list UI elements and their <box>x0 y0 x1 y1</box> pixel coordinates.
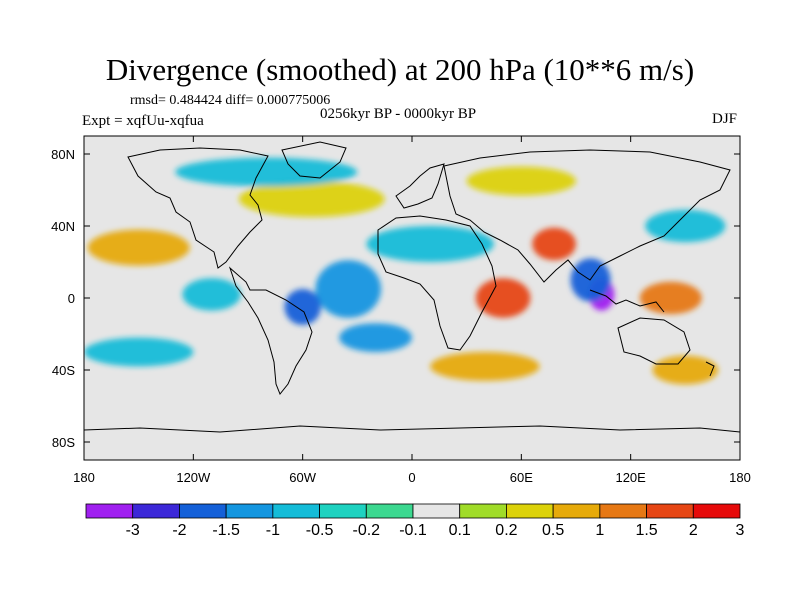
x-tick-label-6: 180 <box>729 470 751 485</box>
colorbar-swatch-10 <box>552 503 601 519</box>
field-feature-15 <box>430 352 540 381</box>
field-feature-4 <box>475 278 531 318</box>
colorbar-label-7: 0.1 <box>449 522 471 539</box>
colorbar-label-3: -1 <box>266 522 280 539</box>
coastlines <box>84 141 740 433</box>
colorbar-label-0: -3 <box>126 522 140 539</box>
colorbar-label-1: -2 <box>172 522 186 539</box>
colorbar: -3 -2 -1.5 -1 -0.5 -0.2 -0.1 0.1 0.2 0.5 1 1.5 2 3 <box>85 503 745 539</box>
field-feature-17 <box>466 166 576 196</box>
field-feature-3 <box>182 278 241 311</box>
x-tick-label-2: 60W <box>289 470 316 485</box>
field-feature-8 <box>639 281 702 315</box>
colorbar-swatch-1 <box>132 503 180 519</box>
y-axis-ticks: 80N 40N 0 40S 80S <box>51 147 740 450</box>
colorbar-swatch-2 <box>179 503 227 519</box>
field-feature-0 <box>315 260 382 318</box>
field-feature-14 <box>84 337 194 367</box>
season-label: DJF <box>712 111 738 127</box>
field-feature-5 <box>532 227 576 261</box>
x-tick-label-3: 0 <box>408 470 415 485</box>
colorbar-swatch-13 <box>692 503 741 519</box>
field-feature-2 <box>339 323 412 352</box>
colorbar-swatch-12 <box>646 503 694 519</box>
colorbar-label-4: -0.5 <box>306 522 334 539</box>
x-tick-label-4: 60E <box>510 470 533 485</box>
colorbar-label-10: 1 <box>595 522 604 539</box>
colorbar-label-12: 2 <box>689 522 698 539</box>
colorbar-swatch-5 <box>319 503 367 519</box>
colorbar-swatch-0 <box>85 503 134 519</box>
colorbar-swatch-6 <box>365 503 414 519</box>
y-tick-label-1: 40N <box>51 219 75 234</box>
colorbar-label-13: 3 <box>736 522 745 539</box>
x-axis-ticks: 180 120W 60W 0 60E 120E 180 <box>73 136 751 485</box>
field-feature-9 <box>87 229 190 266</box>
x-tick-label-0: 180 <box>73 470 95 485</box>
y-tick-label-0: 80N <box>51 147 75 162</box>
x-tick-label-5: 120E <box>615 470 646 485</box>
field-feature-16 <box>175 157 358 187</box>
experiment-label: Expt = xqfUu-xqfua <box>82 113 204 129</box>
field-feature-1 <box>284 289 321 325</box>
chart-title: Divergence (smoothed) at 200 hPa (10**6 … <box>105 52 695 87</box>
colorbar-swatch-11 <box>599 503 647 519</box>
colorbar-swatch-4 <box>272 503 320 519</box>
colorbar-swatch-3 <box>225 503 274 519</box>
colorbar-label-2: -1.5 <box>212 522 240 539</box>
x-tick-label-1: 120W <box>176 470 211 485</box>
colorbar-label-9: 0.5 <box>542 522 564 539</box>
y-tick-label-2: 0 <box>68 291 75 306</box>
field-feature-10 <box>238 181 385 217</box>
time-period-label: 0256kyr BP - 0000kyr BP <box>320 106 477 122</box>
colorbar-label-6: -0.1 <box>399 522 427 539</box>
y-tick-label-4: 80S <box>52 435 75 450</box>
field-feature-11 <box>366 226 495 262</box>
colorbar-swatch-9 <box>506 503 554 519</box>
colorbar-label-11: 1.5 <box>635 522 657 539</box>
colorbar-swatch-8 <box>459 503 507 519</box>
y-tick-label-3: 40S <box>52 363 75 378</box>
colorbar-label-5: -0.2 <box>353 522 381 539</box>
rmsd-diff-stats: rmsd= 0.484424 diff= 0.000775006 <box>130 93 331 108</box>
colorbar-swatch-7 <box>412 503 461 519</box>
field-feature-13 <box>652 355 719 385</box>
colorbar-label-8: 0.2 <box>495 522 517 539</box>
